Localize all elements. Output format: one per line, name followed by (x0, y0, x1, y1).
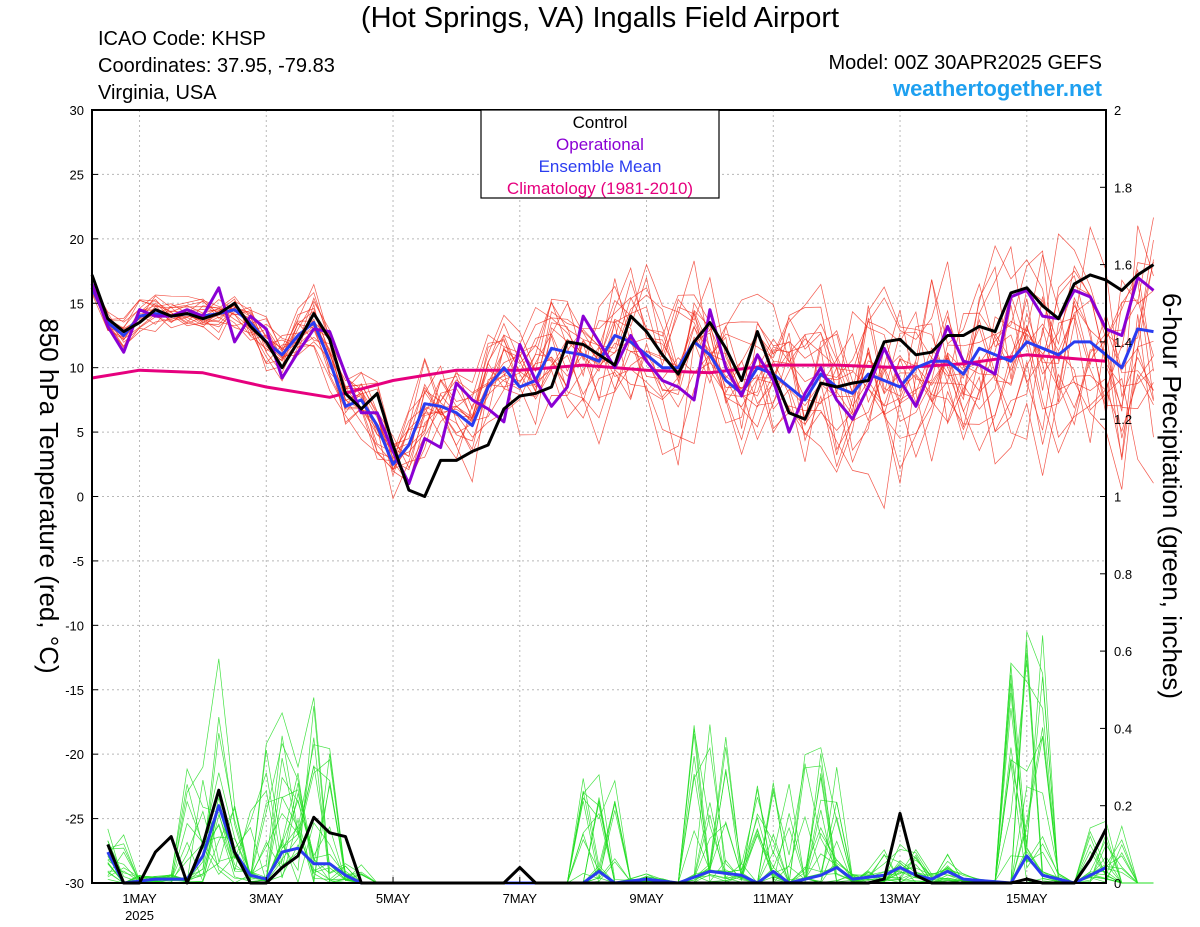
y-right-tick-label: 0 (1114, 876, 1121, 891)
y-left-tick-label: 25 (70, 167, 84, 182)
y-right-tick-label: 1.2 (1114, 412, 1132, 427)
control-temp-line (90, 263, 1155, 498)
x-tick-label: 13MAY (879, 891, 921, 906)
y-left-tick-label: -10 (65, 618, 84, 633)
temp-member-line (91, 254, 1154, 459)
legend-entry: Climatology (1981-2010) (507, 179, 693, 198)
x-tick-label: 5MAY (376, 891, 411, 906)
y-left-tick-label: -15 (65, 683, 84, 698)
legend: Control Operational Ensemble Mean Climatolo… (480, 109, 720, 199)
y-right-tick-label: 0.6 (1114, 644, 1132, 659)
y-right-tick-label: 1 (1114, 490, 1121, 505)
y-left-tick-label: -20 (65, 747, 84, 762)
y-right-tick-label: 1.6 (1114, 258, 1132, 273)
precip-member-line (107, 652, 1154, 884)
x-tick-label: 9MAY (629, 891, 664, 906)
legend-entry: Operational (556, 135, 644, 154)
axis-ticks: 302520151050-5-10-15-20-25-3021.81.61.41… (65, 103, 1132, 923)
y-left-tick-label: 30 (70, 103, 84, 118)
precip-member-line (107, 675, 1154, 884)
temp-member-line (91, 261, 1154, 466)
region: Virginia, USA (98, 82, 217, 104)
x-tick-label: 1MAY (122, 891, 157, 906)
y-axis-right-label: 6-hour Precipitation (green, inches) (1157, 293, 1187, 699)
temp-member-line (91, 217, 1154, 456)
legend-box (480, 109, 720, 199)
chart-title: (Hot Springs, VA) Ingalls Field Airport (360, 2, 840, 34)
coordinates: Coordinates: 37.95, -79.83 (98, 55, 335, 77)
y-right-tick-label: 0.8 (1114, 567, 1132, 582)
y-left-tick-label: 15 (70, 296, 84, 311)
x-tick-label: 7MAY (503, 891, 538, 906)
operational-temp-line (90, 276, 1155, 486)
ensemble-mean-precip-line (106, 804, 1107, 885)
y-left-tick-label: 5 (77, 425, 84, 440)
site-link[interactable]: weathertogether.net (892, 76, 1102, 101)
y-right-tick-label: 0.2 (1114, 799, 1132, 814)
precip-member-line (107, 676, 1154, 884)
temp-member-line (91, 261, 1154, 500)
y-right-tick-label: 0.4 (1114, 721, 1132, 736)
y-axis-left-label: 850 hPa Temperature (red, °C) (34, 318, 64, 673)
legend-entry: Ensemble Mean (539, 157, 662, 176)
x-tick-label: 15MAY (1006, 891, 1048, 906)
y-left-tick-label: 20 (70, 232, 84, 247)
x-tick-label: 11MAY (753, 891, 794, 906)
y-left-tick-label: 0 (77, 490, 84, 505)
y-left-tick-label: 10 (70, 361, 84, 376)
legend-entry: Control (573, 113, 628, 132)
grid-lines (92, 109, 1106, 884)
precip-member-line (107, 692, 1154, 884)
icao-code: ICAO Code: KHSP (98, 28, 266, 50)
y-right-tick-label: 1.4 (1114, 335, 1132, 350)
temp-member-line (91, 225, 1154, 469)
y-left-tick-label: -30 (65, 876, 84, 891)
series-lines (90, 263, 1155, 885)
model-run: Model: 00Z 30APR2025 GEFS (828, 52, 1102, 74)
y-right-tick-label: 1.8 (1114, 180, 1132, 195)
x-tick-sublabel: 2025 (125, 908, 154, 923)
precip-member-line (107, 664, 1154, 884)
y-right-tick-label: 2 (1114, 103, 1121, 118)
y-left-tick-label: -25 (65, 812, 84, 827)
temp-member-line (91, 233, 1154, 510)
temp-member-line (91, 279, 1154, 484)
precip-member-line (107, 683, 1154, 884)
x-tick-label: 3MAY (249, 891, 284, 906)
y-left-tick-label: -5 (72, 554, 84, 569)
